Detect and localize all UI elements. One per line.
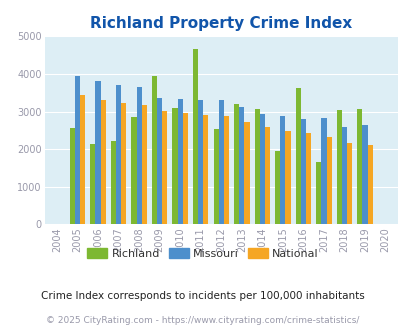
Bar <box>218 100 223 224</box>
Bar <box>315 162 321 224</box>
Bar <box>239 107 244 224</box>
Bar <box>346 143 351 224</box>
Bar <box>100 100 105 224</box>
Bar <box>326 137 331 224</box>
Bar <box>356 109 362 224</box>
Bar <box>121 103 126 224</box>
Bar <box>295 88 300 224</box>
Bar <box>336 111 341 224</box>
Bar <box>80 95 85 224</box>
Bar <box>111 141 116 224</box>
Bar <box>157 98 162 224</box>
Bar <box>305 133 310 224</box>
Bar <box>234 104 239 224</box>
Bar <box>182 113 188 224</box>
Bar <box>223 116 228 224</box>
Bar <box>70 128 75 224</box>
Bar <box>162 111 167 224</box>
Title: Richland Property Crime Index: Richland Property Crime Index <box>90 16 352 31</box>
Bar <box>141 105 147 224</box>
Text: © 2025 CityRating.com - https://www.cityrating.com/crime-statistics/: © 2025 CityRating.com - https://www.city… <box>46 316 359 325</box>
Bar <box>75 76 80 224</box>
Bar <box>116 85 121 224</box>
Bar <box>259 114 264 224</box>
Bar <box>198 100 203 224</box>
Bar <box>131 117 136 224</box>
Text: Crime Index corresponds to incidents per 100,000 inhabitants: Crime Index corresponds to incidents per… <box>41 291 364 301</box>
Bar <box>213 129 218 224</box>
Bar <box>367 145 372 224</box>
Bar <box>275 151 279 224</box>
Bar <box>285 131 290 224</box>
Bar <box>254 109 259 224</box>
Bar <box>264 127 269 224</box>
Bar <box>341 127 346 224</box>
Bar <box>300 119 305 224</box>
Bar <box>279 116 285 224</box>
Bar <box>244 122 249 224</box>
Bar <box>192 50 198 224</box>
Legend: Richland, Missouri, National: Richland, Missouri, National <box>82 244 323 263</box>
Bar <box>177 99 182 224</box>
Bar <box>362 125 367 224</box>
Bar <box>136 87 141 224</box>
Bar <box>151 76 157 224</box>
Bar <box>321 118 326 224</box>
Bar <box>90 144 95 224</box>
Bar <box>203 115 208 224</box>
Bar <box>172 108 177 224</box>
Bar <box>95 81 100 224</box>
